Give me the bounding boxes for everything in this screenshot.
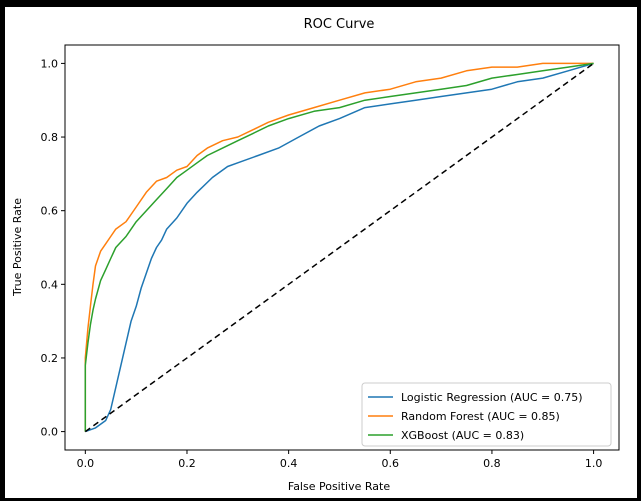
x-tick-label: 0.2	[178, 457, 196, 470]
x-tick-label: 0.0	[77, 457, 95, 470]
legend-entry: Logistic Regression (AUC = 0.75)	[401, 391, 583, 404]
legend-entry: Random Forest (AUC = 0.85)	[401, 410, 560, 423]
series-line-2	[84, 62, 594, 432]
y-tick-label: 0.0	[41, 426, 59, 439]
chart-title: ROC Curve	[304, 17, 375, 32]
y-axis-label: True Positive Rate	[11, 198, 24, 297]
chance-diagonal-line	[84, 62, 595, 433]
x-tick-label: 1.0	[585, 457, 603, 470]
series-layer	[84, 62, 595, 433]
y-tick-label: 0.8	[41, 131, 59, 144]
legend-box	[361, 382, 612, 447]
series-line-1	[84, 62, 594, 432]
legend-entry: XGBoost (AUC = 0.83)	[401, 429, 524, 442]
roc-chart: ROC Curve 0.0 0.2 0.4 0.6 0.8 1.0 0.0 0.2 0.4 0.6…	[11, 17, 620, 493]
plot-frame	[64, 44, 620, 451]
legend: Logistic Regression (AUC = 0.75) Random F…	[361, 382, 612, 447]
y-tick-label: 0.6	[41, 205, 59, 218]
y-tick-label: 0.4	[41, 278, 59, 291]
x-tick-label: 0.8	[483, 457, 501, 470]
x-tick-label: 0.6	[382, 457, 400, 470]
y-tick-label: 0.2	[41, 352, 59, 365]
ticks-layer: 0.0 0.2 0.4 0.6 0.8 1.0 0.0 0.2 0.4 0.6 0.8 1.0	[41, 57, 603, 470]
x-tick-label: 0.4	[280, 457, 298, 470]
series-line-0	[85, 62, 594, 433]
figure: ROC Curve 0.0 0.2 0.4 0.6 0.8 1.0 0.0 0.2 0.4 0.6…	[5, 7, 637, 498]
y-tick-label: 1.0	[41, 57, 59, 70]
x-axis-label: False Positive Rate	[288, 480, 390, 493]
